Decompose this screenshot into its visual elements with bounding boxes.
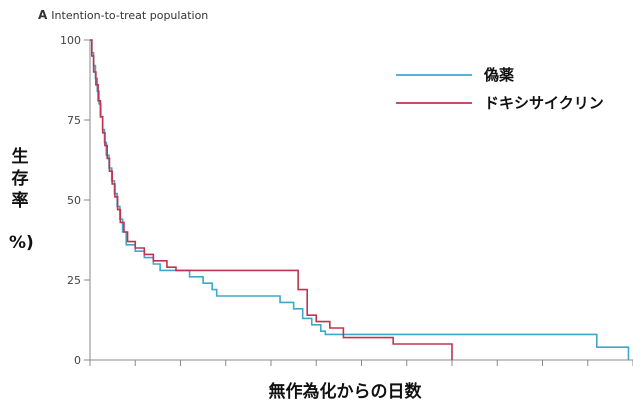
y-tick-label: 100 <box>60 34 81 47</box>
y-axis-label-part: 生 <box>11 147 29 167</box>
y-tick-label: 25 <box>67 274 81 287</box>
y-axis-label-part: 率 <box>11 191 29 211</box>
y-tick-label: 0 <box>74 354 81 367</box>
legend-label-2: ドキシサイクリン <box>484 94 604 112</box>
chart-panel-title: A Intention-to-treat population <box>38 8 208 22</box>
series-line-1 <box>90 39 630 360</box>
panel-letter: A <box>38 8 48 22</box>
y-axis-label-part: %) <box>9 233 34 253</box>
y-axis-label-part: 存 <box>11 169 29 189</box>
y-tick-label: 75 <box>67 114 81 127</box>
series-line-2 <box>90 39 453 360</box>
chart-title: Intention-to-treat population <box>51 9 209 22</box>
legend-label-1: 偽薬 <box>483 66 514 84</box>
y-axis-label: 生 存 率 %) <box>9 146 34 254</box>
x-axis-label: 無作為化からの日数 <box>268 382 422 402</box>
y-tick-label: 50 <box>67 194 81 207</box>
